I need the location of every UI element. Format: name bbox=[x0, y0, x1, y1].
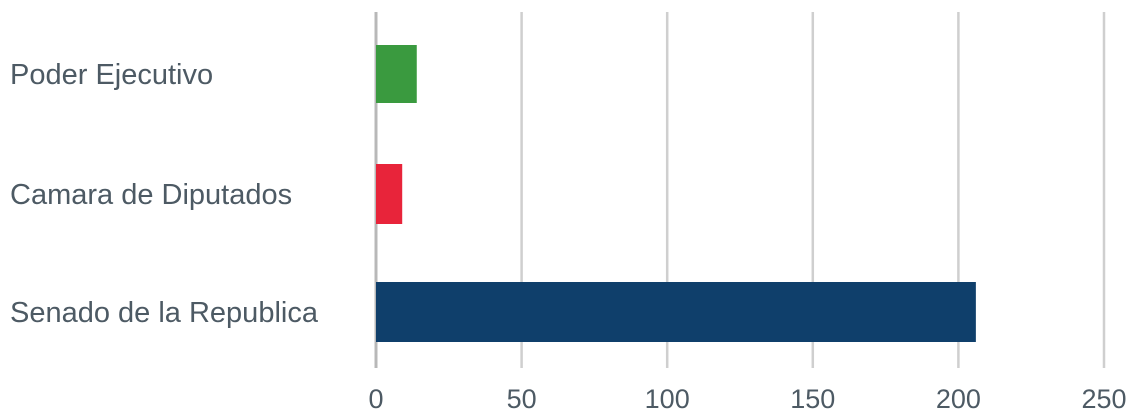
bar-senado-de-la-republica bbox=[376, 282, 976, 342]
category-label-senado-de-la-republica: Senado de la Republica bbox=[10, 297, 319, 329]
x-tick-label-200: 200 bbox=[936, 384, 981, 414]
x-tick-label-50: 50 bbox=[507, 384, 537, 414]
x-tick-label-100: 100 bbox=[645, 384, 690, 414]
x-tick-label-150: 150 bbox=[790, 384, 835, 414]
category-label-camara-de-diputados: Camara de Diputados bbox=[10, 179, 292, 211]
bar-camara-de-diputados bbox=[376, 164, 403, 224]
bars bbox=[376, 45, 976, 342]
category-label-poder-ejecutivo: Poder Ejecutivo bbox=[10, 59, 213, 91]
x-tick-label-250: 250 bbox=[1081, 384, 1126, 414]
category-labels: Poder Ejecutivo Camara de Diputados Senado… bbox=[10, 59, 319, 329]
x-tick-label-0: 0 bbox=[368, 384, 383, 414]
x-axis-tick-labels: 0 50 100 150 200 250 bbox=[368, 384, 1126, 414]
bar-poder-ejecutivo bbox=[376, 45, 417, 103]
